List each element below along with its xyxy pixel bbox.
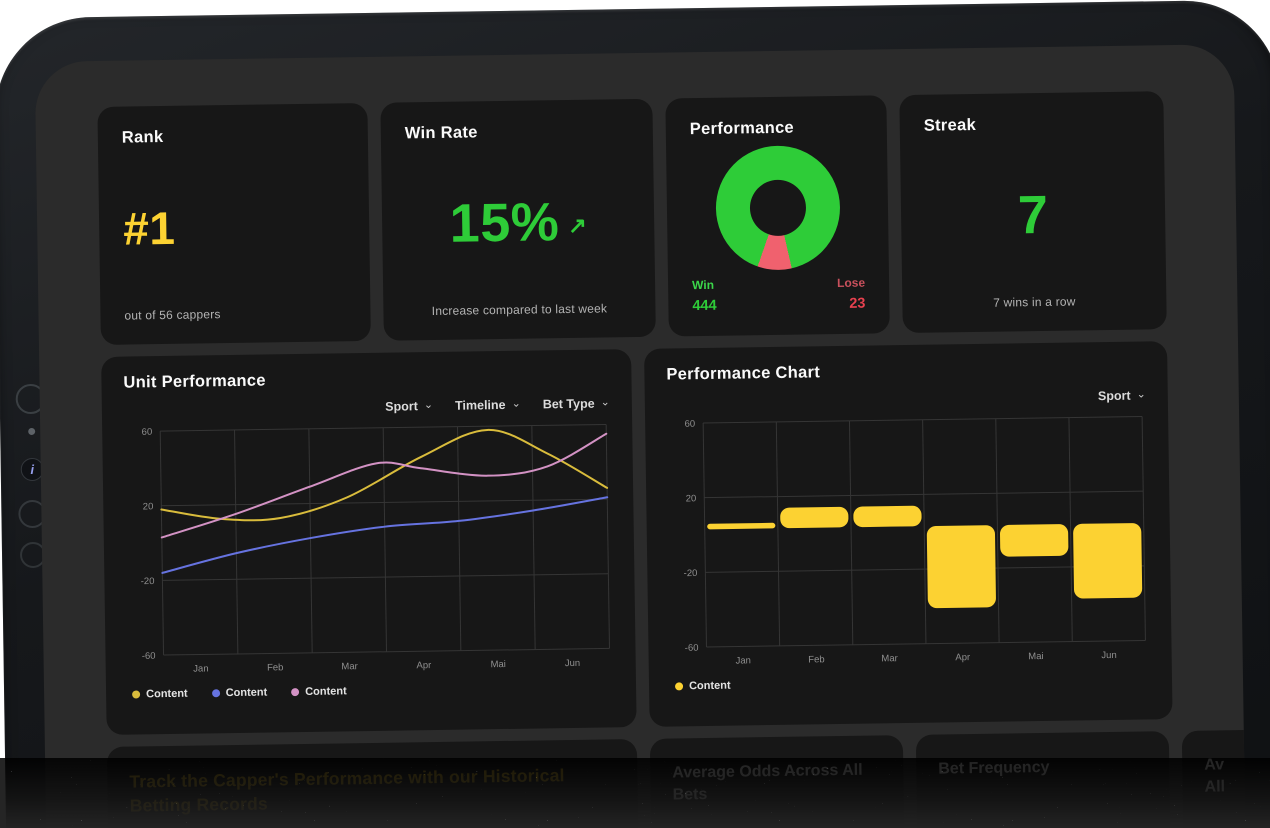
win-rate-value: 15%: [449, 191, 560, 254]
tablet-screen: Rank #1 out of 56 cappers Win Rate 15% ↗…: [34, 44, 1248, 828]
performance-chart-card: Performance Chart Sport ⌄ 60 20 -20 -60 Jan F…: [644, 341, 1173, 727]
partial-card-title-line2: All: [1204, 777, 1226, 796]
trend-up-icon: ↗: [568, 212, 587, 238]
legend-dot: [291, 688, 300, 697]
unit-performance-card: Unit Performance Sport ⌄ Timeline ⌄: [101, 349, 637, 735]
sport-dropdown[interactable]: Sport ⌄: [385, 398, 434, 414]
bet-frequency-card: Bet Frequency: [915, 731, 1173, 828]
bet-type-dropdown[interactable]: Bet Type ⌄: [542, 395, 610, 412]
performance-card: Performance Win 444 Lose 23: [665, 95, 890, 337]
legend-item[interactable]: Content: [291, 685, 347, 698]
performance-bar-chart: 60 20 -20 -60 Jan Feb Mar Apr Mai Jun: [684, 416, 1146, 667]
sport-dropdown[interactable]: Sport ⌄: [1097, 387, 1146, 404]
performance-chart-title: Performance Chart: [666, 363, 821, 384]
svg-text:Apr: Apr: [416, 660, 431, 671]
legend-item[interactable]: Content: [211, 687, 267, 700]
svg-text:Mar: Mar: [341, 661, 358, 672]
bezel-dot-marker: [28, 427, 36, 436]
svg-text:Jan: Jan: [193, 663, 208, 674]
streak-card: Streak 7 7 wins in a row: [899, 91, 1167, 334]
legend-dot: [132, 690, 141, 699]
legend-item[interactable]: Content: [132, 688, 188, 701]
rank-subtitle: out of 56 cappers: [124, 307, 221, 323]
performance-title: Performance: [689, 118, 795, 139]
lose-value: 23: [849, 295, 866, 312]
rank-value: #1: [122, 201, 176, 255]
svg-text:Jan: Jan: [736, 655, 751, 666]
unit-performance-legend: Content Content Content: [128, 681, 614, 700]
svg-text:Apr: Apr: [955, 652, 970, 663]
win-value: 444: [692, 297, 717, 315]
win-rate-card: Win Rate 15% ↗ Increase compared to last…: [380, 98, 656, 341]
unit-performance-filters: Sport ⌄ Timeline ⌄ Bet Type ⌄: [124, 394, 610, 419]
svg-text:Jun: Jun: [1101, 650, 1116, 661]
svg-text:20: 20: [686, 493, 697, 504]
svg-text:Mai: Mai: [490, 659, 505, 670]
svg-text:60: 60: [685, 419, 696, 430]
chevron-down-icon: ⌄: [600, 395, 610, 409]
legend-dot: [211, 689, 220, 698]
historical-records-heading: Track the Capper's Performance with our …: [129, 765, 565, 816]
svg-text:-20: -20: [684, 568, 698, 579]
svg-text:Jun: Jun: [565, 658, 580, 669]
chevron-down-icon: ⌄: [423, 398, 434, 411]
unit-performance-title: Unit Performance: [123, 371, 266, 392]
timeline-dropdown[interactable]: Timeline ⌄: [454, 397, 521, 413]
partial-card-title-line1: Av: [1204, 756, 1225, 774]
svg-text:60: 60: [142, 427, 153, 438]
rank-card: Rank #1 out of 56 cappers: [97, 102, 371, 345]
svg-text:Feb: Feb: [267, 662, 284, 673]
chevron-down-icon: ⌄: [511, 397, 521, 410]
streak-value: 7: [1017, 184, 1049, 245]
average-odds-title: Average Odds Across All Bets: [672, 761, 863, 804]
svg-text:20: 20: [143, 501, 154, 512]
legend-dot: [674, 682, 684, 691]
svg-text:-20: -20: [141, 576, 155, 587]
svg-text:Feb: Feb: [808, 654, 825, 665]
win-lose-donut-chart: [714, 144, 841, 271]
svg-text:Mai: Mai: [1028, 651, 1043, 662]
svg-text:Mar: Mar: [881, 653, 898, 664]
chevron-down-icon: ⌄: [1136, 387, 1146, 401]
win-label: Win: [691, 277, 715, 293]
performance-chart-legend: Content: [671, 673, 1150, 692]
partial-card: Av All: [1181, 727, 1248, 828]
dashboard: Rank #1 out of 56 cappers Win Rate 15% ↗…: [35, 44, 1248, 828]
svg-text:-60: -60: [142, 651, 156, 662]
streak-subtitle: 7 wins in a row: [993, 294, 1076, 310]
bet-frequency-title: Bet Frequency: [938, 758, 1050, 778]
svg-text:-60: -60: [685, 643, 699, 654]
unit-performance-line-chart: 60 20 -20 -60 Jan Feb Mar Apr Mai Jun: [141, 423, 610, 675]
average-odds-card: Average Odds Across All Bets: [649, 735, 907, 828]
performance-chart-filters: Sport ⌄: [667, 386, 1146, 411]
lose-label: Lose: [836, 275, 866, 291]
legend-item[interactable]: Content: [674, 680, 731, 693]
historical-records-card[interactable]: Track the Capper's Performance with our …: [106, 739, 641, 828]
win-rate-subtitle: Increase compared to last week: [431, 301, 608, 319]
